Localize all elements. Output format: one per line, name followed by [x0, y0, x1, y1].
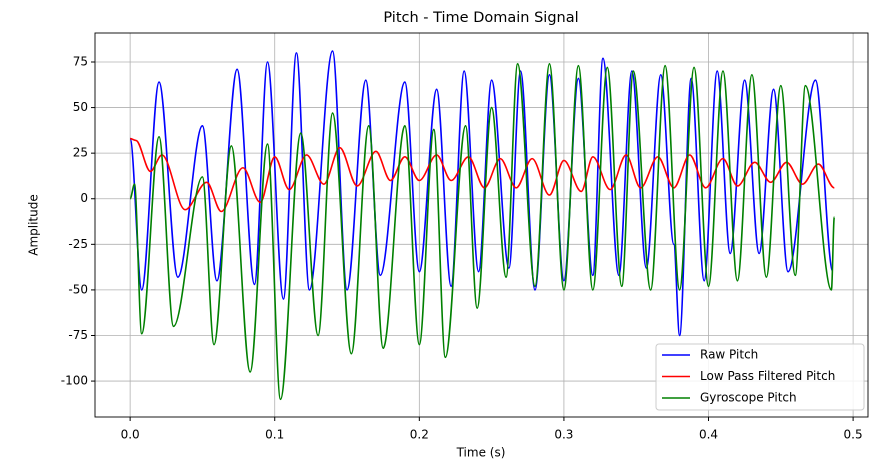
- y-tick-label: -25: [68, 237, 88, 251]
- x-tick-label: 0.5: [844, 428, 863, 442]
- y-tick-label: 25: [73, 146, 88, 160]
- data-line: [129, 63, 836, 401]
- chart-title: Pitch - Time Domain Signal: [383, 10, 578, 26]
- legend-box: [655, 343, 865, 411]
- plot-frame: [94, 32, 869, 418]
- data-line: [129, 50, 834, 337]
- x-axis-label: Time (s): [456, 446, 506, 460]
- x-tick-label: 0.2: [410, 428, 429, 442]
- data-line: [130, 137, 835, 213]
- y-axis-label: Amplitude: [27, 194, 41, 256]
- x-tick-label: 0.4: [699, 428, 718, 442]
- y-tick-label: 0: [80, 191, 88, 205]
- x-tick-label: 0.1: [265, 428, 284, 442]
- x-tick-label: 0.3: [554, 428, 573, 442]
- legend-label: Low Pass Filtered Pitch: [700, 369, 835, 383]
- y-tick-label: 75: [73, 54, 88, 68]
- y-tick-label: -50: [68, 282, 88, 296]
- x-tick-label: 0.0: [121, 428, 140, 442]
- y-tick-label: -100: [61, 374, 88, 388]
- y-tick-label: 50: [73, 100, 88, 114]
- legend-label: Raw Pitch: [700, 348, 758, 362]
- legend-label: Gyroscope Pitch: [700, 391, 797, 405]
- y-tick-label: -75: [68, 328, 88, 342]
